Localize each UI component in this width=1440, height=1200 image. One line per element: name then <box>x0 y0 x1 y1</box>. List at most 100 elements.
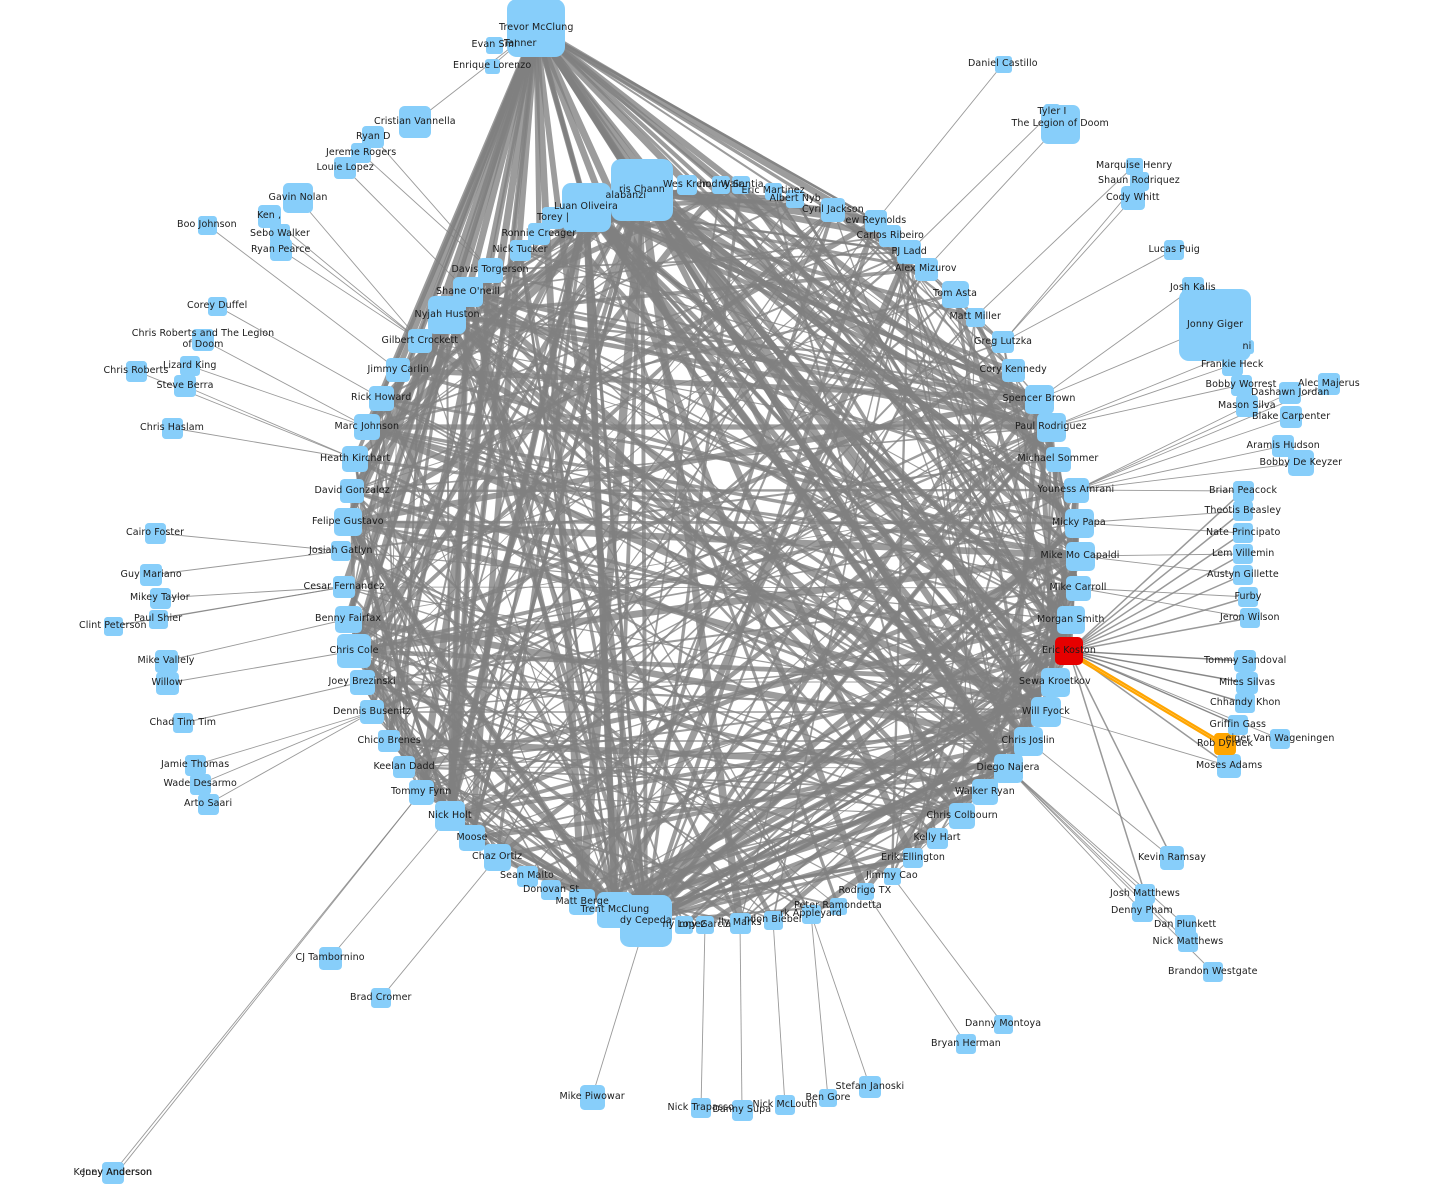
graph-node[interactable] <box>125 360 147 382</box>
graph-node[interactable] <box>993 1014 1013 1034</box>
graph-node[interactable] <box>1057 606 1085 634</box>
graph-node[interactable] <box>597 892 633 928</box>
graph-node[interactable] <box>1233 565 1253 585</box>
graph-node[interactable] <box>1174 914 1196 936</box>
graph-node[interactable] <box>368 385 394 411</box>
graph-node[interactable] <box>1164 240 1184 260</box>
graph-node[interactable] <box>342 446 368 472</box>
graph-node[interactable] <box>1272 435 1294 457</box>
graph-node[interactable] <box>453 277 483 307</box>
graph-node[interactable] <box>197 793 219 815</box>
graph-node[interactable] <box>786 190 804 208</box>
graph-node[interactable] <box>729 912 751 934</box>
graph-node[interactable] <box>994 55 1012 73</box>
graph-node[interactable] <box>148 609 168 629</box>
graph-node[interactable] <box>360 700 384 724</box>
graph-node[interactable] <box>174 375 196 397</box>
graph-node[interactable] <box>1318 373 1340 395</box>
graph-node[interactable] <box>399 106 431 138</box>
graph-node[interactable] <box>1235 693 1255 713</box>
graph-node[interactable] <box>696 916 714 934</box>
graph-node[interactable] <box>354 414 380 440</box>
graph-node[interactable] <box>386 358 410 382</box>
graph-node[interactable] <box>1230 374 1252 396</box>
graph-node[interactable] <box>331 541 351 561</box>
graph-node[interactable] <box>1238 587 1258 607</box>
graph-node[interactable] <box>197 215 217 235</box>
graph-node[interactable] <box>334 605 362 633</box>
graph-node[interactable] <box>1234 650 1256 672</box>
graph-node[interactable] <box>731 1099 753 1121</box>
graph-node[interactable] <box>1135 884 1155 904</box>
graph-node[interactable] <box>1040 104 1080 144</box>
graph-node[interactable] <box>1232 480 1254 502</box>
graph-node[interactable] <box>903 848 923 868</box>
graph-node[interactable] <box>1001 358 1025 382</box>
graph-node[interactable] <box>1040 667 1070 697</box>
graph-node[interactable] <box>1129 171 1149 191</box>
graph-node[interactable] <box>484 58 500 74</box>
graph-node[interactable] <box>1055 637 1083 665</box>
graph-node[interactable] <box>1217 754 1241 778</box>
graph-node[interactable] <box>1182 277 1204 299</box>
graph-node[interactable] <box>257 204 281 228</box>
graph-node[interactable] <box>1233 523 1253 543</box>
graph-node[interactable] <box>1131 900 1153 922</box>
graph-node[interactable] <box>879 225 901 247</box>
graph-node[interactable] <box>561 182 611 232</box>
graph-node[interactable] <box>1270 729 1290 749</box>
graph-node[interactable] <box>351 143 371 163</box>
graph-node[interactable] <box>334 508 362 536</box>
graph-node[interactable] <box>161 417 183 439</box>
graph-node[interactable] <box>483 843 511 871</box>
graph-node[interactable] <box>435 801 465 831</box>
graph-node[interactable] <box>675 916 693 934</box>
graph-node[interactable] <box>371 988 391 1008</box>
graph-node[interactable] <box>337 634 371 668</box>
graph-node[interactable] <box>144 522 166 544</box>
graph-node[interactable] <box>763 910 783 930</box>
graph-node[interactable] <box>103 616 123 636</box>
graph-node[interactable] <box>993 753 1023 783</box>
graph-node[interactable] <box>821 198 845 222</box>
graph-node[interactable] <box>140 564 162 586</box>
graph-node[interactable] <box>965 307 985 327</box>
graph-node[interactable] <box>691 1098 711 1118</box>
graph-node[interactable] <box>992 331 1014 353</box>
graph-node[interactable] <box>1024 384 1054 414</box>
graph-node[interactable] <box>477 257 503 283</box>
graph-node[interactable] <box>926 827 948 849</box>
graph-node[interactable] <box>189 773 211 795</box>
graph-node[interactable] <box>1233 501 1253 521</box>
graph-node[interactable] <box>712 176 730 194</box>
graph-node[interactable] <box>1236 395 1258 417</box>
graph-node[interactable] <box>1160 846 1184 870</box>
graph-node[interactable] <box>393 756 415 778</box>
graph-node[interactable] <box>408 779 434 805</box>
graph-node[interactable] <box>956 1034 976 1054</box>
graph-node[interactable] <box>1036 412 1066 442</box>
graph-node[interactable] <box>856 882 874 900</box>
graph-node[interactable] <box>732 176 750 194</box>
graph-node[interactable] <box>516 865 538 887</box>
graph-node[interactable] <box>110 1166 124 1180</box>
graph-node[interactable] <box>542 207 564 229</box>
graph-node[interactable] <box>941 280 969 308</box>
graph-node[interactable] <box>1214 733 1236 755</box>
graph-node[interactable] <box>541 880 561 900</box>
graph-node[interactable] <box>207 296 227 316</box>
graph-node[interactable] <box>362 126 384 148</box>
graph-node[interactable] <box>1178 932 1198 952</box>
graph-node[interactable] <box>1065 575 1091 601</box>
graph-node[interactable] <box>1064 508 1094 538</box>
graph-node[interactable] <box>192 329 214 351</box>
graph-node[interactable] <box>569 889 595 915</box>
graph-node[interactable] <box>283 183 313 213</box>
graph-node[interactable] <box>1013 726 1043 756</box>
graph-node[interactable] <box>579 1084 605 1110</box>
graph-node[interactable] <box>334 157 356 179</box>
graph-node[interactable] <box>972 779 998 805</box>
graph-node[interactable] <box>485 36 503 54</box>
graph-node[interactable] <box>1228 715 1248 735</box>
